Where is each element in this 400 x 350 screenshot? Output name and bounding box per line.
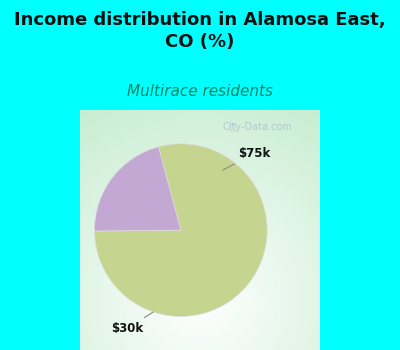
Wedge shape xyxy=(94,144,267,316)
Text: City-Data.com: City-Data.com xyxy=(223,122,292,132)
Text: Income distribution in Alamosa East,
CO (%): Income distribution in Alamosa East, CO … xyxy=(14,10,386,51)
Wedge shape xyxy=(94,147,181,231)
Text: ⓘ: ⓘ xyxy=(230,121,235,131)
Text: $30k: $30k xyxy=(111,312,153,335)
Text: Multirace residents: Multirace residents xyxy=(127,84,273,99)
Text: $75k: $75k xyxy=(223,147,271,170)
